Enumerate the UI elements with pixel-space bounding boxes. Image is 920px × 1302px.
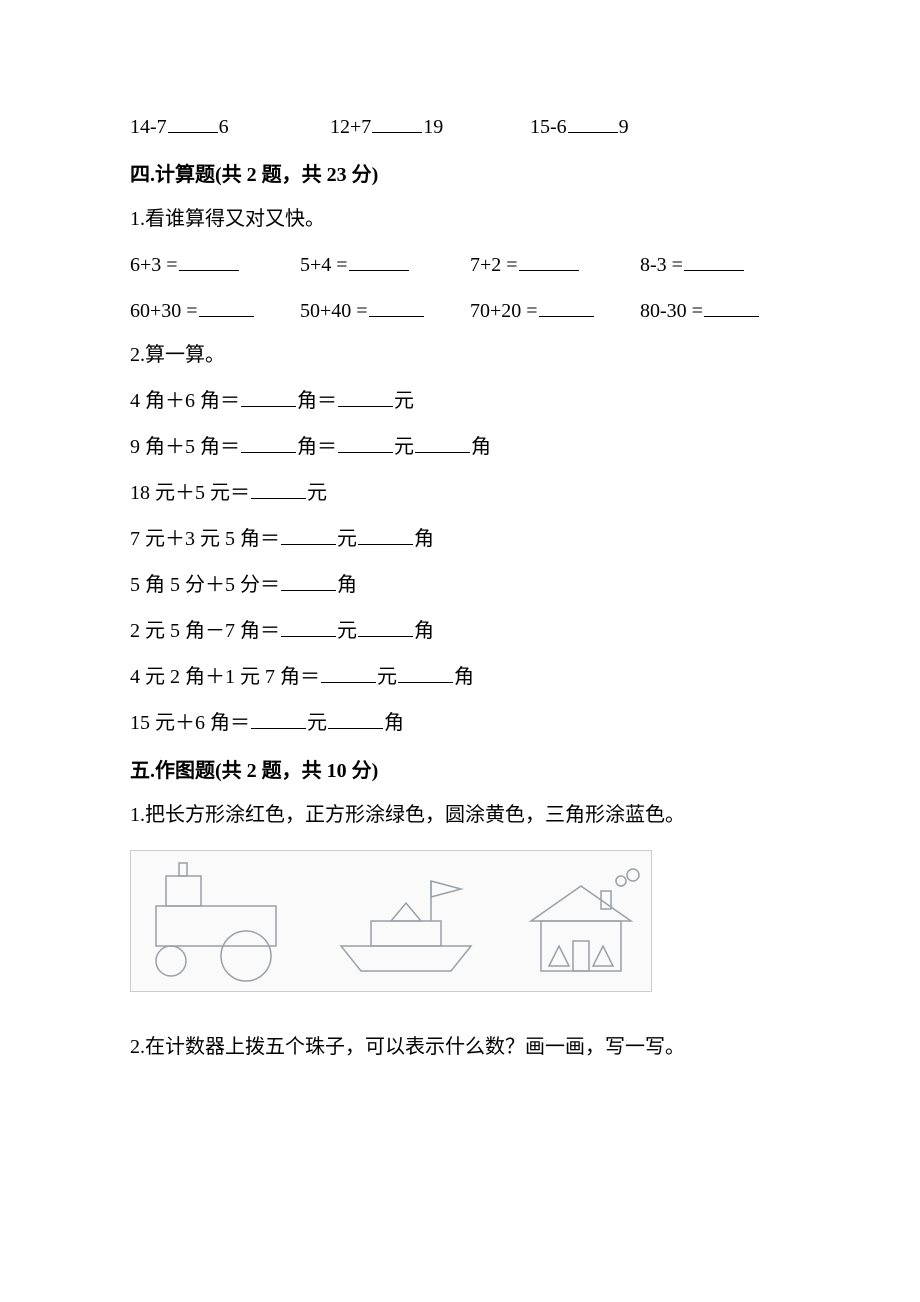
- text-token: 角: [337, 574, 357, 596]
- blank: [369, 294, 424, 317]
- section4-q1-label: 1.看谁算得又对又快。: [130, 204, 790, 234]
- calc-row-2: 60+30 = 50+40 = 70+20 = 80-30 =: [130, 294, 790, 326]
- money-calc-lines: 4 角＋6 角＝角＝元9 角＋5 角＝角＝元角18 元＋5 元＝元7 元＋3 元…: [130, 384, 790, 738]
- compare-left: 14-7: [130, 116, 167, 138]
- calc-row-1: 6+3 = 5+4 = 7+2 = 8-3 =: [130, 248, 790, 280]
- calc-expr: 5+4 =: [300, 254, 348, 276]
- calc-expr: 8-3 =: [640, 254, 683, 276]
- text-token: 4 角＋6 角＝: [130, 390, 240, 412]
- blank: [321, 660, 376, 683]
- blank: [281, 614, 336, 637]
- text-token: 角＝: [297, 436, 337, 458]
- text-token: 元: [337, 528, 357, 550]
- calc-item: 80-30 =: [640, 294, 810, 326]
- calc-item: 60+30 =: [130, 294, 300, 326]
- compare-item: 15-6 9: [530, 110, 730, 142]
- calc-item: 6+3 =: [130, 248, 300, 280]
- compare-left: 15-6: [530, 116, 567, 138]
- calc-expr: 7+2 =: [470, 254, 518, 276]
- calc-expr: 80-30 =: [640, 300, 703, 322]
- text-token: 角: [414, 528, 434, 550]
- money-calc-line: 9 角＋5 角＝ 角＝ 元 角: [130, 430, 790, 462]
- money-calc-line: 2 元 5 角－7 角＝ 元 角: [130, 614, 790, 646]
- blank: [358, 614, 413, 637]
- blank: [179, 248, 239, 271]
- text-token: 角: [454, 666, 474, 688]
- blank: [281, 522, 336, 545]
- calc-item: 50+40 =: [300, 294, 470, 326]
- text-token: 元: [337, 620, 357, 642]
- calc-expr: 60+30 =: [130, 300, 198, 322]
- blank: [338, 384, 393, 407]
- text-token: 15 元＋6 角＝: [130, 712, 250, 734]
- blank: [358, 522, 413, 545]
- blank: [338, 430, 393, 453]
- blank: [168, 110, 218, 133]
- text-token: 元: [377, 666, 397, 688]
- blank: [349, 248, 409, 271]
- text-token: 元: [307, 482, 327, 504]
- compare-right: 19: [423, 116, 443, 138]
- text-token: 元: [394, 390, 414, 412]
- text-token: 角: [384, 712, 404, 734]
- compare-right: 6: [219, 116, 229, 138]
- text-token: 角: [414, 620, 434, 642]
- blank: [241, 384, 296, 407]
- compare-row: 14-7 6 12+7 19 15-6 9: [130, 110, 790, 142]
- section5-q1: 1.把长方形涂红色，正方形涂绿色，圆涂黄色，三角形涂蓝色。: [130, 800, 790, 830]
- blank: [281, 568, 336, 591]
- section5-q2: 2.在计数器上拨五个珠子，可以表示什么数？画一画，写一写。: [130, 1032, 790, 1062]
- money-calc-line: 5 角 5 分＋5 分＝ 角: [130, 568, 790, 600]
- blank: [539, 294, 594, 317]
- calc-item: 7+2 =: [470, 248, 640, 280]
- section5-heading: 五.作图题(共 2 题，共 10 分): [130, 756, 790, 786]
- blank: [415, 430, 470, 453]
- calc-expr: 70+20 =: [470, 300, 538, 322]
- compare-item: 14-7 6: [130, 110, 330, 142]
- compare-right: 9: [619, 116, 629, 138]
- blank: [704, 294, 759, 317]
- text-token: 角: [471, 436, 491, 458]
- compare-left: 12+7: [330, 116, 371, 138]
- calc-expr: 50+40 =: [300, 300, 368, 322]
- money-calc-line: 4 元 2 角＋1 元 7 角＝ 元 角: [130, 660, 790, 692]
- shapes-svg: [131, 851, 651, 991]
- section4-q2-label: 2.算一算。: [130, 340, 790, 370]
- calc-item: 70+20 =: [470, 294, 640, 326]
- text-token: 5 角 5 分＋5 分＝: [130, 574, 280, 596]
- blank: [519, 248, 579, 271]
- text-token: 角＝: [297, 390, 337, 412]
- blank: [251, 476, 306, 499]
- text-token: 4 元 2 角＋1 元 7 角＝: [130, 666, 320, 688]
- money-calc-line: 18 元＋5 元＝ 元: [130, 476, 790, 508]
- calc-expr: 6+3 =: [130, 254, 178, 276]
- text-token: 2 元 5 角－7 角＝: [130, 620, 280, 642]
- blank: [328, 706, 383, 729]
- text-token: 7 元＋3 元 5 角＝: [130, 528, 280, 550]
- money-calc-line: 7 元＋3 元 5 角＝ 元 角: [130, 522, 790, 554]
- text-token: 9 角＋5 角＝: [130, 436, 240, 458]
- blank: [251, 706, 306, 729]
- money-calc-line: 15 元＋6 角＝ 元 角: [130, 706, 790, 738]
- text-token: 元: [307, 712, 327, 734]
- calc-item: 5+4 =: [300, 248, 470, 280]
- calc-item: 8-3 =: [640, 248, 810, 280]
- blank: [684, 248, 744, 271]
- blank: [372, 110, 422, 133]
- text-token: 元: [394, 436, 414, 458]
- blank: [241, 430, 296, 453]
- blank: [398, 660, 453, 683]
- section4-heading: 四.计算题(共 2 题，共 23 分): [130, 160, 790, 190]
- shapes-figure: [130, 850, 652, 992]
- blank: [568, 110, 618, 133]
- blank: [199, 294, 254, 317]
- text-token: 18 元＋5 元＝: [130, 482, 250, 504]
- money-calc-line: 4 角＋6 角＝ 角＝ 元: [130, 384, 790, 416]
- compare-item: 12+7 19: [330, 110, 530, 142]
